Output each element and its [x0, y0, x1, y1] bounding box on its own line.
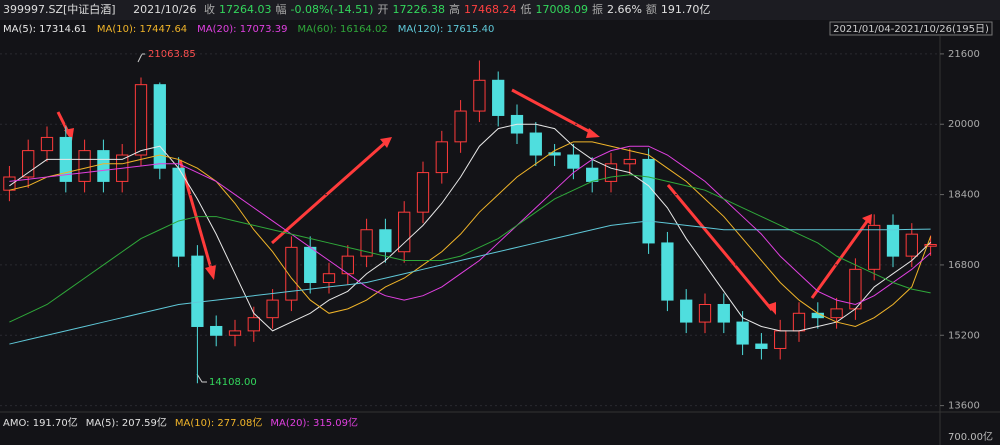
candle-body — [398, 211, 411, 253]
candle-body — [886, 224, 900, 257]
field-label: 收 — [204, 3, 215, 16]
candle-body — [416, 172, 430, 213]
y-tick-label: 21600 — [948, 49, 980, 60]
candle-body — [78, 150, 91, 182]
candle-body — [22, 150, 35, 178]
date: 2021/10/26 — [133, 3, 197, 16]
candle-body — [153, 84, 166, 169]
header-bar: 399997.SZ[中证白酒] 2021/10/26 收 17264.03 幅 -0.… — [0, 0, 1000, 20]
amo-legend-entry: AMO: 191.70亿 — [3, 416, 78, 429]
candle-body — [924, 244, 937, 247]
candle-body — [661, 242, 674, 301]
candle-body — [830, 308, 843, 319]
legend-entry: MA(60): 16164.02 — [297, 24, 387, 35]
field-label: 高 — [448, 3, 460, 16]
amo-legend-entry: MA(10): 277.08亿 — [175, 416, 263, 429]
y-tick-label: 13600 — [948, 401, 980, 412]
field-value: 17264.03 — [219, 3, 272, 16]
candle-body — [623, 158, 636, 165]
y-tick-label: 20000 — [948, 119, 980, 130]
field-value: 17008.09 — [535, 3, 588, 16]
fields: 收 17264.03 幅 -0.08%(-14.51) 开 17226.38 高 17468.… — [204, 3, 714, 16]
field-value: -0.08%(-14.51) — [290, 3, 374, 16]
annotation-leader — [137, 53, 146, 63]
annotation: 21063.85 — [148, 49, 196, 60]
amo-axis-label: 700.00亿 — [948, 430, 993, 443]
candle-body — [247, 317, 260, 332]
ma-line — [9, 141, 932, 327]
field-label: 振 — [591, 3, 603, 16]
range-box — [829, 21, 993, 36]
candle-body — [604, 163, 618, 182]
legend-entry: MA(5): 17314.61 — [3, 24, 87, 35]
candle-body — [905, 233, 918, 257]
symbol: 399997.SZ[中证白酒] — [3, 3, 116, 16]
candles — [3, 60, 937, 384]
candle-body — [210, 325, 223, 336]
candle-body — [379, 229, 392, 253]
candle-body — [172, 167, 185, 257]
candle-body — [755, 343, 768, 349]
candle-body — [774, 330, 787, 349]
legend-entry: MA(20): 17073.39 — [197, 24, 287, 35]
field-label: 开 — [377, 3, 389, 16]
field-value: 17226.38 — [392, 3, 445, 16]
candle-body — [529, 132, 542, 156]
candle-body — [304, 246, 317, 284]
candle-body — [454, 110, 467, 143]
candle-body — [548, 152, 561, 156]
candle-body — [717, 303, 730, 323]
field-value: 191.70亿 — [660, 3, 711, 16]
field-value: 2.66% — [606, 3, 642, 16]
ma-line — [9, 123, 931, 332]
amo-legend-entry: MA(5): 207.59亿 — [86, 416, 167, 429]
candle-body — [435, 141, 448, 174]
field-label: 额 — [645, 3, 657, 16]
candle-body — [40, 136, 54, 152]
candle-body — [266, 299, 279, 319]
candle-body — [360, 229, 373, 257]
candle-body — [736, 321, 749, 345]
candle-body — [97, 150, 110, 182]
arrows — [56, 88, 872, 315]
candle-body — [285, 246, 298, 301]
ma-line — [9, 220, 931, 345]
candle-body — [567, 154, 580, 169]
candle-body — [642, 158, 655, 244]
candle-body — [868, 224, 881, 270]
y-tick-label: 16800 — [948, 260, 980, 271]
ma-line — [9, 145, 931, 306]
legend-bar — [0, 20, 1000, 36]
candle-body — [680, 299, 693, 323]
candle-body — [134, 84, 148, 156]
y-tick-label: 15200 — [948, 330, 980, 341]
amo-legend-entry: MA(20): 315.09亿 — [270, 416, 358, 429]
candle-body — [586, 167, 599, 182]
ma-line — [9, 174, 931, 323]
annotation-leader — [196, 373, 207, 383]
candle-body — [322, 273, 336, 284]
field-label: 幅 — [275, 3, 287, 16]
range: 2021/01/04-2021/10/26(195日) — [833, 24, 989, 35]
candle-body — [191, 255, 204, 327]
field-label: 低 — [520, 3, 532, 16]
candle-body — [473, 79, 486, 112]
legend-entry: MA(120): 17615.40 — [398, 24, 495, 35]
candle-body — [228, 330, 242, 336]
candle-body — [792, 312, 806, 332]
field-value: 17468.24 — [463, 3, 517, 16]
candle-body — [492, 79, 505, 116]
candle-body — [698, 303, 712, 323]
y-tick-label: 18400 — [948, 190, 980, 201]
legend-entry: MA(10): 17447.64 — [97, 24, 187, 35]
annotation: 14108.00 — [209, 377, 257, 388]
